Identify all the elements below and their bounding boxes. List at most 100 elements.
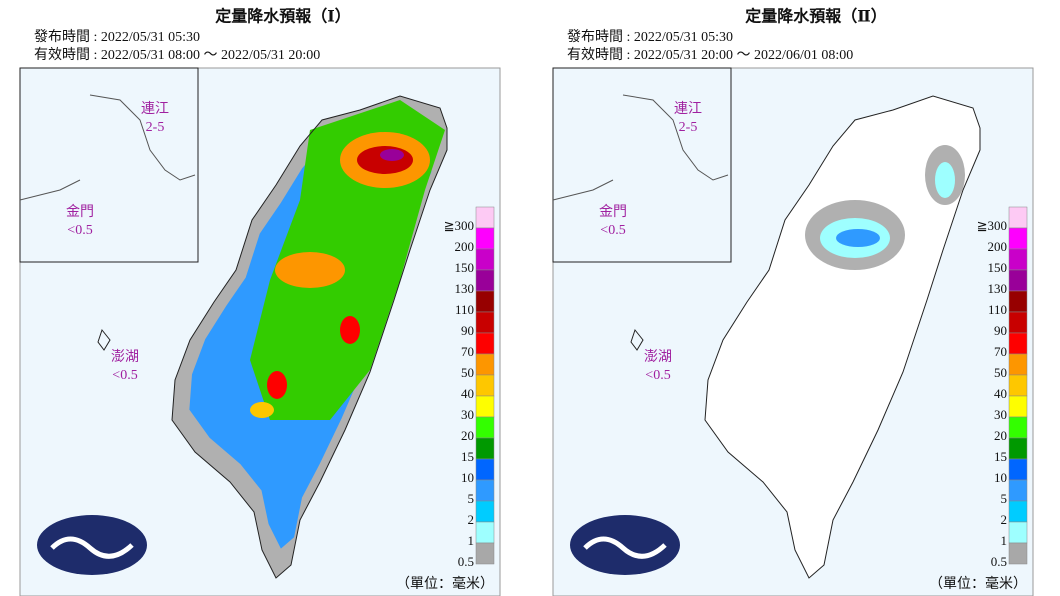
legend-label: 90 <box>994 323 1007 338</box>
penghu <box>97 328 111 351</box>
island-name: 連江 <box>674 101 702 117</box>
legend-swatch <box>475 437 495 460</box>
legend-label: ≧300 <box>444 218 474 233</box>
legend-label: ≧300 <box>977 218 1007 233</box>
inset-coast <box>552 94 729 201</box>
rain-70 <box>340 316 360 344</box>
rain-1 <box>935 162 955 198</box>
rain-5 <box>836 229 880 247</box>
inset-box <box>552 67 732 263</box>
legend-label: 90 <box>461 323 474 338</box>
legend-label: 1 <box>1001 533 1008 548</box>
legend-swatch <box>475 521 495 544</box>
legend-swatch <box>1008 311 1028 334</box>
island-name: 金門 <box>599 204 627 220</box>
legend-swatch <box>1008 248 1028 271</box>
legend-label: 10 <box>461 470 474 485</box>
legend-label: 15 <box>461 449 474 464</box>
legend-swatch <box>1008 500 1028 523</box>
legend-swatch <box>475 269 495 292</box>
legend-label: 10 <box>994 470 1007 485</box>
rain-40 <box>250 402 274 418</box>
panel-title: 定量降水預報（Ⅱ） <box>744 7 887 26</box>
legend-swatch <box>475 227 495 250</box>
legend-label: 110 <box>455 302 474 317</box>
legend-label: 5 <box>1001 491 1008 506</box>
legend-label: 2 <box>1001 512 1008 527</box>
legend-swatch <box>475 290 495 313</box>
legend-swatch <box>475 416 495 439</box>
legend-label: 70 <box>461 344 474 359</box>
legend-label: 40 <box>994 386 1007 401</box>
legend-label: 0.5 <box>991 554 1007 569</box>
legend-label: 1 <box>468 533 475 548</box>
rain-130 <box>380 149 404 161</box>
legend-label: 2 <box>468 512 475 527</box>
island-value: <0.5 <box>645 368 670 383</box>
issue-time: 發布時間 : 2022/05/31 05:30 <box>34 29 200 45</box>
legend-swatch <box>1008 290 1028 313</box>
legend-label: 150 <box>988 260 1008 275</box>
legend-label: 200 <box>455 239 475 254</box>
legend-swatch <box>475 458 495 481</box>
legend-label: 110 <box>988 302 1007 317</box>
legend-label: 130 <box>455 281 475 296</box>
legend-swatch <box>475 206 495 229</box>
legend-label: 50 <box>994 365 1007 380</box>
logo <box>37 515 147 575</box>
legend-swatch <box>475 500 495 523</box>
panel-title: 定量降水預報（Ⅰ） <box>214 7 351 26</box>
legend-swatch <box>1008 416 1028 439</box>
legend-swatch <box>1008 269 1028 292</box>
legend-label: 15 <box>994 449 1007 464</box>
legend-swatch <box>475 395 495 418</box>
legend-label: 30 <box>994 407 1007 422</box>
legend-label: 150 <box>455 260 475 275</box>
island-name: 澎湖 <box>111 349 139 365</box>
legend-swatch <box>475 353 495 376</box>
legend-swatch <box>475 374 495 397</box>
legend-swatch <box>1008 374 1028 397</box>
legend-swatch <box>1008 458 1028 481</box>
unit-label: （單位：毫米） <box>929 575 1027 592</box>
legend-swatch <box>1008 521 1028 544</box>
logo-swirl <box>583 536 667 559</box>
valid-time: 有效時間 : 2022/05/31 08:00 ～ 2022/05/31 20:… <box>34 47 320 63</box>
legend-swatch <box>475 479 495 502</box>
inset-coast <box>19 94 196 201</box>
legend-swatch <box>475 542 495 565</box>
legend-label: 5 <box>468 491 475 506</box>
island-value: 2-5 <box>679 120 698 135</box>
logo <box>570 515 680 575</box>
legend-swatch <box>475 311 495 334</box>
legend-label: 40 <box>461 386 474 401</box>
legend-swatch <box>475 248 495 271</box>
legend-swatch <box>1008 395 1028 418</box>
legend-label: 130 <box>988 281 1008 296</box>
logo-swirl <box>50 536 134 559</box>
legend-swatch <box>1008 227 1028 250</box>
island-name: 連江 <box>141 101 169 117</box>
legend-label: 50 <box>461 365 474 380</box>
legend-swatch <box>1008 353 1028 376</box>
unit-label: （單位：毫米） <box>396 575 494 592</box>
rain-50 <box>275 252 345 288</box>
legend-label: 20 <box>994 428 1007 443</box>
island-value: <0.5 <box>112 368 137 383</box>
panel-1: 定量降水預報（Ⅰ） 發布時間 : 2022/05/31 05:30 有效時間 :… <box>19 7 501 596</box>
legend-swatch <box>1008 437 1028 460</box>
legend-swatch <box>1008 479 1028 502</box>
legend-swatch <box>1008 206 1028 229</box>
island-name: 金門 <box>66 204 94 220</box>
legend-label: 20 <box>461 428 474 443</box>
legend-swatch <box>1008 332 1028 355</box>
rain-70 <box>267 371 287 399</box>
legend-label: 0.5 <box>458 554 474 569</box>
island-value: <0.5 <box>600 223 625 238</box>
island-value: 2-5 <box>146 120 165 135</box>
panel-2: 定量降水預報（Ⅱ） 發布時間 : 2022/05/31 05:30 有效時間 :… <box>552 7 1034 596</box>
legend-swatch <box>475 332 495 355</box>
issue-time: 發布時間 : 2022/05/31 05:30 <box>567 29 733 45</box>
island-name: 澎湖 <box>644 349 672 365</box>
